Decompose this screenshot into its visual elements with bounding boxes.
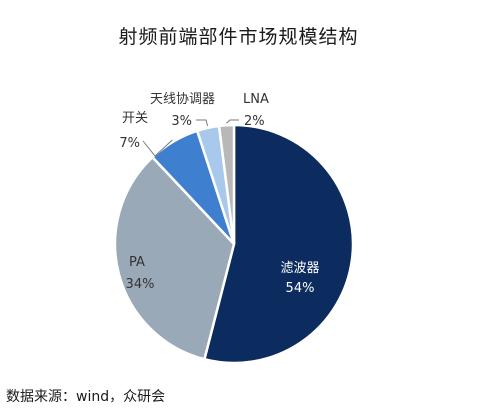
leader-line-4 [226, 119, 239, 124]
slice-value-2: 7% [119, 136, 140, 151]
pie-slice-1 [113, 155, 236, 361]
slice-label-2: 开关 [122, 111, 148, 126]
source-note: 数据来源：wind，众研会 [6, 389, 166, 405]
pie-slice-0 [202, 123, 355, 365]
slice-value-4: 2% [244, 114, 265, 129]
slice-label-4: LNA [243, 92, 269, 107]
slice-label-0: 滤波器 [280, 261, 319, 276]
pie-slice-4 [217, 123, 236, 245]
slice-value-0: 54% [286, 281, 315, 296]
leader-line-2 [142, 139, 173, 157]
chart-title: 射频前端部件市场规模结构 [118, 26, 359, 48]
slice-label-3: 天线协调器 [150, 92, 215, 107]
slice-value-1: 34% [126, 277, 155, 292]
slice-value-3: 3% [171, 114, 192, 129]
slice-label-1: PA [129, 255, 145, 270]
leader-line-3 [196, 119, 209, 127]
